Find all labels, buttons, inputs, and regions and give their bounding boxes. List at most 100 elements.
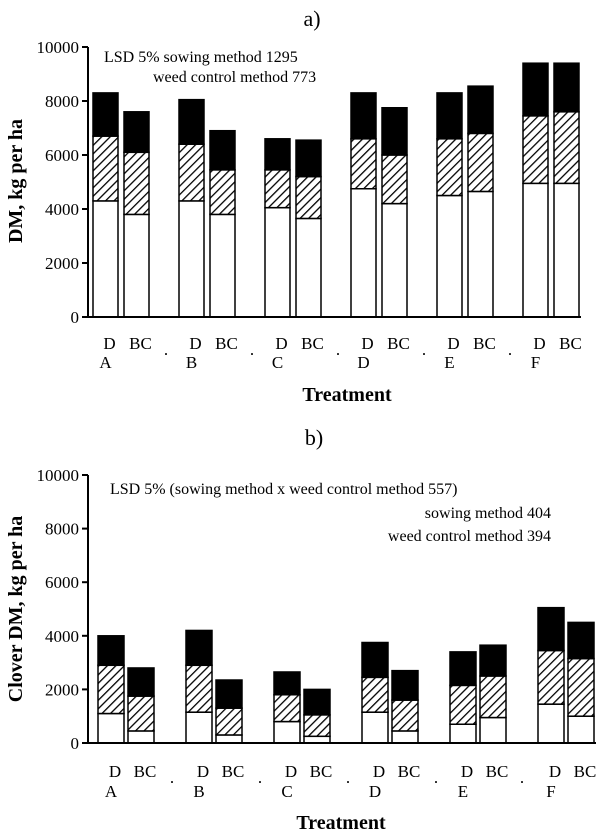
panel-b-y-axis-title: Clover DM, kg per ha xyxy=(5,516,27,702)
panel-a-y-tick-label: 2000 xyxy=(45,254,79,273)
panel-a-group-separator: . xyxy=(164,340,168,359)
panel-b-bar-F-D-white-segment xyxy=(537,703,565,744)
panel-a-sub-label-D: D xyxy=(447,334,459,353)
panel-a-bar-A-D-hatched-segment xyxy=(92,135,119,202)
panel-b-sub-label-D: D xyxy=(373,762,385,781)
panel-b-label: b) xyxy=(305,425,323,450)
panel-a-y-tick-label: 6000 xyxy=(45,146,79,165)
panel-a-bar-A-BC-black-segment xyxy=(123,111,150,154)
panel-b-y-tick-label: 2000 xyxy=(45,680,79,699)
panel-b-bar-B-BC-hatched-segment xyxy=(215,707,243,736)
panel-b-bar-F-BC-hatched-segment xyxy=(567,657,595,717)
panel-a-group-label-B: B xyxy=(186,353,197,372)
panel-a-sub-label-D: D xyxy=(189,334,201,353)
panel-b-group-label-B: B xyxy=(193,782,204,801)
panel-a-bar-F-D-black-segment xyxy=(522,62,549,117)
panel-a-bar-D-D-white-segment xyxy=(350,188,377,318)
panel-a-bar-C-D-white-segment xyxy=(264,206,291,318)
panel-a-sub-label-BC: BC xyxy=(215,334,238,353)
panel-a-annotation-2: weed control method 773 xyxy=(153,69,316,86)
panel-a-bar-C-D-black-segment xyxy=(264,138,291,171)
panel-b-bar-B-D-white-segment xyxy=(185,711,213,744)
panel-b-annotation-2: sowing method 404 xyxy=(425,505,551,522)
panel-b-bar-E-D-white-segment xyxy=(449,723,477,744)
panel-b-sub-label-BC: BC xyxy=(398,762,421,781)
panel-b-group-label-A: A xyxy=(105,782,118,801)
panel-a-group-label-F: F xyxy=(531,353,540,372)
panel-b-bar-E-BC-hatched-segment xyxy=(479,675,507,719)
panel-b-bar-E-BC-white-segment xyxy=(479,716,507,744)
panel-a-sub-label-BC: BC xyxy=(129,334,152,353)
panel-b-bar-E-BC-black-segment xyxy=(479,644,507,677)
panel-b-group-label-E: E xyxy=(458,782,468,801)
panel-a-bar-A-D-black-segment xyxy=(92,92,119,137)
panel-b-bar-A-BC-black-segment xyxy=(127,667,155,697)
panel-a-y-tick-label: 4000 xyxy=(45,200,79,219)
panel-a-group-label-E: E xyxy=(444,353,454,372)
panel-a-x-axis-title: Treatment xyxy=(302,384,392,406)
panel-b-bar-F-D-black-segment xyxy=(537,606,565,652)
panel-a-bar-B-BC-hatched-segment xyxy=(209,169,236,216)
panel-a-bar-E-D-white-segment xyxy=(436,194,463,318)
panel-a-bar-B-D-black-segment xyxy=(178,98,205,145)
panel-b-sub-label-BC: BC xyxy=(486,762,509,781)
panel-b-bar-D-BC-white-segment xyxy=(391,730,419,744)
panel-b-sub-label-BC: BC xyxy=(310,762,333,781)
panel-a-bar-C-D-hatched-segment xyxy=(264,169,291,209)
panel-a-bar-C-BC-hatched-segment xyxy=(295,175,322,220)
panel-b-bar-F-BC-black-segment xyxy=(567,621,595,660)
panel-b-bar-C-D-white-segment xyxy=(273,720,301,744)
panel-a-bar-E-BC-white-segment xyxy=(467,190,494,318)
panel-a-bar-C-BC-white-segment xyxy=(295,217,322,318)
panel-a-group-separator: . xyxy=(508,340,512,359)
panel-a-y-tick-label: 10000 xyxy=(37,38,80,57)
panel-a-bar-A-BC-white-segment xyxy=(123,213,150,318)
panel-a-bar-A-BC-hatched-segment xyxy=(123,151,150,216)
panel-a-bar-D-D-black-segment xyxy=(350,92,377,140)
panel-a-bar-F-D-white-segment xyxy=(522,182,549,318)
panel-b-bar-A-BC-white-segment xyxy=(127,730,155,744)
panel-b-group-label-D: D xyxy=(369,782,381,801)
panel-b-bar-F-BC-white-segment xyxy=(567,715,595,744)
panel-b-bar-C-BC-hatched-segment xyxy=(303,714,331,738)
panel-a-bar-D-BC-hatched-segment xyxy=(381,154,408,205)
panel-b-bar-C-BC-white-segment xyxy=(303,735,331,744)
panel-b-bar-E-D-hatched-segment xyxy=(449,684,477,725)
panel-a-group-separator: . xyxy=(336,340,340,359)
panel-b-x-axis-title: Treatment xyxy=(296,812,386,834)
panel-a-bar-B-BC-black-segment xyxy=(209,129,236,171)
panel-b-y-ticks: 0 2000 4000 6000 8000 10000 xyxy=(37,466,88,753)
panel-b-bar-B-BC-black-segment xyxy=(215,679,243,709)
panel-a-y-axis-title: DM, kg per ha xyxy=(5,119,27,243)
panel-a-group-separator: . xyxy=(250,340,254,359)
panel-b-bar-C-D-black-segment xyxy=(273,671,301,696)
panel-a-bar-E-BC-black-segment xyxy=(467,85,494,135)
panel-b-bar-A-D-hatched-segment xyxy=(97,664,125,715)
panel-a-bar-F-BC-hatched-segment xyxy=(553,111,580,185)
panel-b-group-separator: . xyxy=(520,768,524,787)
panel-b-group-separator: . xyxy=(170,768,174,787)
panel-a-bar-F-BC-white-segment xyxy=(553,182,580,318)
panel-b-bar-B-D-black-segment xyxy=(185,629,213,667)
panel-a-y-tick-label: 8000 xyxy=(45,92,79,111)
panel-b-bar-A-BC-hatched-segment xyxy=(127,695,155,732)
panel-b-sub-label-D: D xyxy=(109,762,121,781)
panel-a-sub-label-D: D xyxy=(103,334,115,353)
panel-b-bar-D-D-hatched-segment xyxy=(361,676,389,713)
panel-a-sub-label-BC: BC xyxy=(301,334,324,353)
panel-b-group-separator: . xyxy=(346,768,350,787)
panel-a-sub-label-BC: BC xyxy=(387,334,410,353)
panel-b-y-axis-label: Clover DM, kg per ha xyxy=(5,516,27,702)
panel-b-group-label-F: F xyxy=(546,782,555,801)
panel-a-group-label-C: C xyxy=(272,353,283,372)
panel-b-y-tick-label: 4000 xyxy=(45,627,79,646)
panel-b-y-tick-label: 10000 xyxy=(37,466,80,485)
panel-a-group-label-A: A xyxy=(99,353,112,372)
panel-b-group-separator: . xyxy=(434,768,438,787)
panel-a-bar-B-BC-white-segment xyxy=(209,213,236,318)
panel-a-label: a) xyxy=(303,6,320,31)
panel-b-sub-label-D: D xyxy=(461,762,473,781)
panel-b-y-tick-label: 6000 xyxy=(45,573,79,592)
